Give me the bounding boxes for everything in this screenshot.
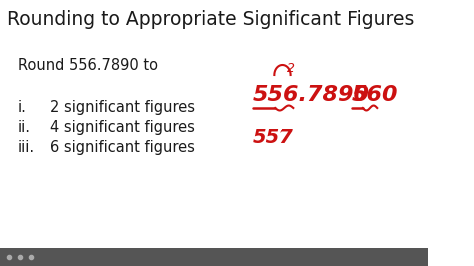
Text: 2 significant figures: 2 significant figures: [50, 100, 195, 115]
Text: iii.: iii.: [18, 140, 35, 155]
Text: 556.7890: 556.7890: [253, 85, 370, 105]
Text: 557: 557: [253, 128, 293, 147]
Bar: [0, 248, 428, 266]
Text: ii.: ii.: [18, 120, 31, 135]
Text: i.: i.: [18, 100, 27, 115]
Text: 4 significant figures: 4 significant figures: [50, 120, 194, 135]
Text: 6 significant figures: 6 significant figures: [50, 140, 194, 155]
Text: Round 556.7890 to: Round 556.7890 to: [18, 58, 158, 73]
Text: 2: 2: [287, 62, 295, 75]
Text: ′: ′: [280, 128, 283, 142]
Text: 560: 560: [352, 85, 399, 105]
Text: Rounding to Appropriate Significant Figures: Rounding to Appropriate Significant Figu…: [7, 10, 415, 29]
